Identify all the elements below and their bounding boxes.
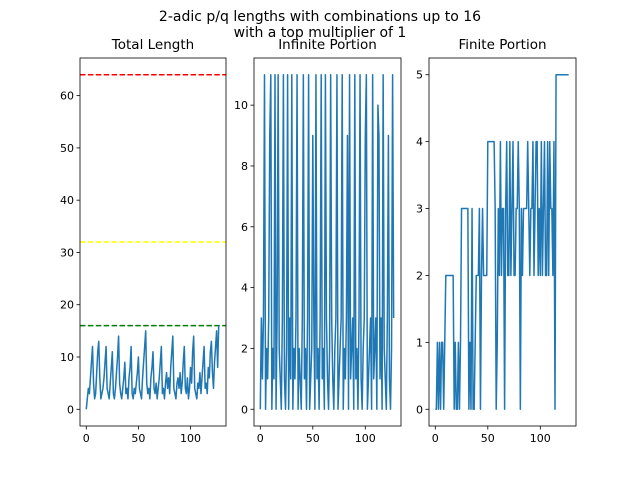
x-tick-label: 50 <box>131 432 145 445</box>
series-line <box>85 325 220 410</box>
x-tick-label: 100 <box>355 432 376 445</box>
y-tick-label: 0 <box>241 403 248 416</box>
subplot-1: 0 50 100 0 10 20 30 40 50 60 Total Length <box>60 37 227 445</box>
subplot-title: Total Length <box>111 37 194 53</box>
x-tick-label: 0 <box>257 432 264 445</box>
y-tick-label: 4 <box>416 136 423 149</box>
y-tick-label: 20 <box>60 299 74 312</box>
x-tick-label: 0 <box>83 432 90 445</box>
y-tick-label: 0 <box>67 403 74 416</box>
x-tick-label: 50 <box>306 432 320 445</box>
y-tick-label: 3 <box>416 203 423 216</box>
y-tick-label: 50 <box>60 142 74 155</box>
y-tick-label: 0 <box>416 403 423 416</box>
subplot-2: 0 50 100 0 2 4 6 8 10 Infinite Portion <box>234 37 402 445</box>
y-tick-label: 40 <box>60 194 74 207</box>
figure-title-line2: with a top multiplier of 1 <box>233 25 407 41</box>
axes-frame <box>79 57 227 427</box>
subplot-3: 0 50 100 0 1 2 3 4 5 Finite Portion <box>416 37 577 445</box>
y-tick-label: 8 <box>241 160 248 173</box>
y-tick-label: 60 <box>60 90 74 103</box>
figure-title-line1: 2-adic p/q lengths with combinations up … <box>158 9 482 25</box>
axes-frame <box>253 57 402 427</box>
y-tick-label: 30 <box>60 246 74 259</box>
axes-frame <box>428 57 577 427</box>
subplot-title: Finite Portion <box>458 37 546 53</box>
subplot-title: Infinite Portion <box>278 37 377 53</box>
x-tick-label: 50 <box>481 432 495 445</box>
y-tick-label: 6 <box>241 221 248 234</box>
x-tick-label: 100 <box>180 432 201 445</box>
y-tick-label: 2 <box>241 342 248 355</box>
y-tick-label: 2 <box>416 269 423 282</box>
y-tick-label: 10 <box>60 351 74 364</box>
y-tick-label: 10 <box>234 99 248 112</box>
y-tick-label: 4 <box>241 282 248 295</box>
x-tick-label: 0 <box>432 432 439 445</box>
series-line <box>259 73 395 411</box>
y-tick-label: 1 <box>416 336 423 349</box>
y-tick-label: 5 <box>416 69 423 82</box>
x-tick-label: 100 <box>530 432 551 445</box>
series-line <box>435 73 569 411</box>
